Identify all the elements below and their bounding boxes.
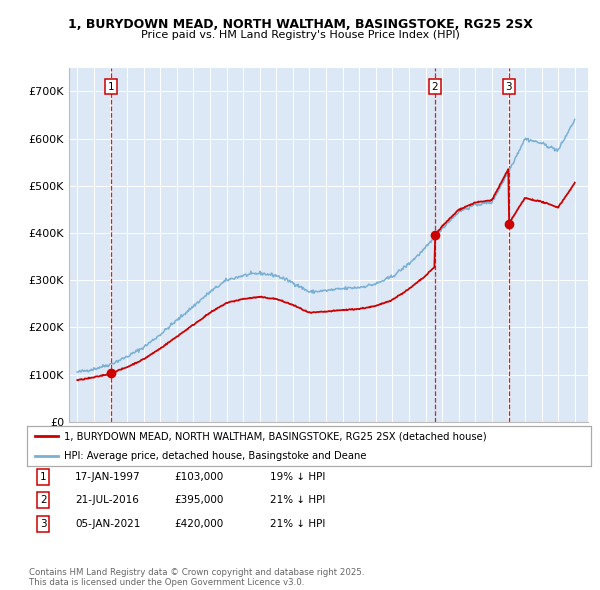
Text: Contains HM Land Registry data © Crown copyright and database right 2025.
This d: Contains HM Land Registry data © Crown c… [29,568,364,587]
Text: 21% ↓ HPI: 21% ↓ HPI [270,519,325,529]
Text: 1: 1 [40,472,47,481]
Text: 3: 3 [40,519,47,529]
Text: 21% ↓ HPI: 21% ↓ HPI [270,496,325,505]
Text: 1: 1 [108,82,115,91]
Text: 2: 2 [40,496,47,505]
Text: 1, BURYDOWN MEAD, NORTH WALTHAM, BASINGSTOKE, RG25 2SX (detached house): 1, BURYDOWN MEAD, NORTH WALTHAM, BASINGS… [64,431,486,441]
Text: £103,000: £103,000 [174,472,223,481]
Text: 3: 3 [505,82,512,91]
Text: 2: 2 [431,82,438,91]
Text: 21-JUL-2016: 21-JUL-2016 [75,496,139,505]
Text: 17-JAN-1997: 17-JAN-1997 [75,472,140,481]
Text: 05-JAN-2021: 05-JAN-2021 [75,519,140,529]
Text: £420,000: £420,000 [174,519,223,529]
Text: Price paid vs. HM Land Registry's House Price Index (HPI): Price paid vs. HM Land Registry's House … [140,30,460,40]
Text: £395,000: £395,000 [174,496,223,505]
Text: 19% ↓ HPI: 19% ↓ HPI [270,472,325,481]
Text: HPI: Average price, detached house, Basingstoke and Deane: HPI: Average price, detached house, Basi… [64,451,366,461]
Text: 1, BURYDOWN MEAD, NORTH WALTHAM, BASINGSTOKE, RG25 2SX: 1, BURYDOWN MEAD, NORTH WALTHAM, BASINGS… [68,18,532,31]
